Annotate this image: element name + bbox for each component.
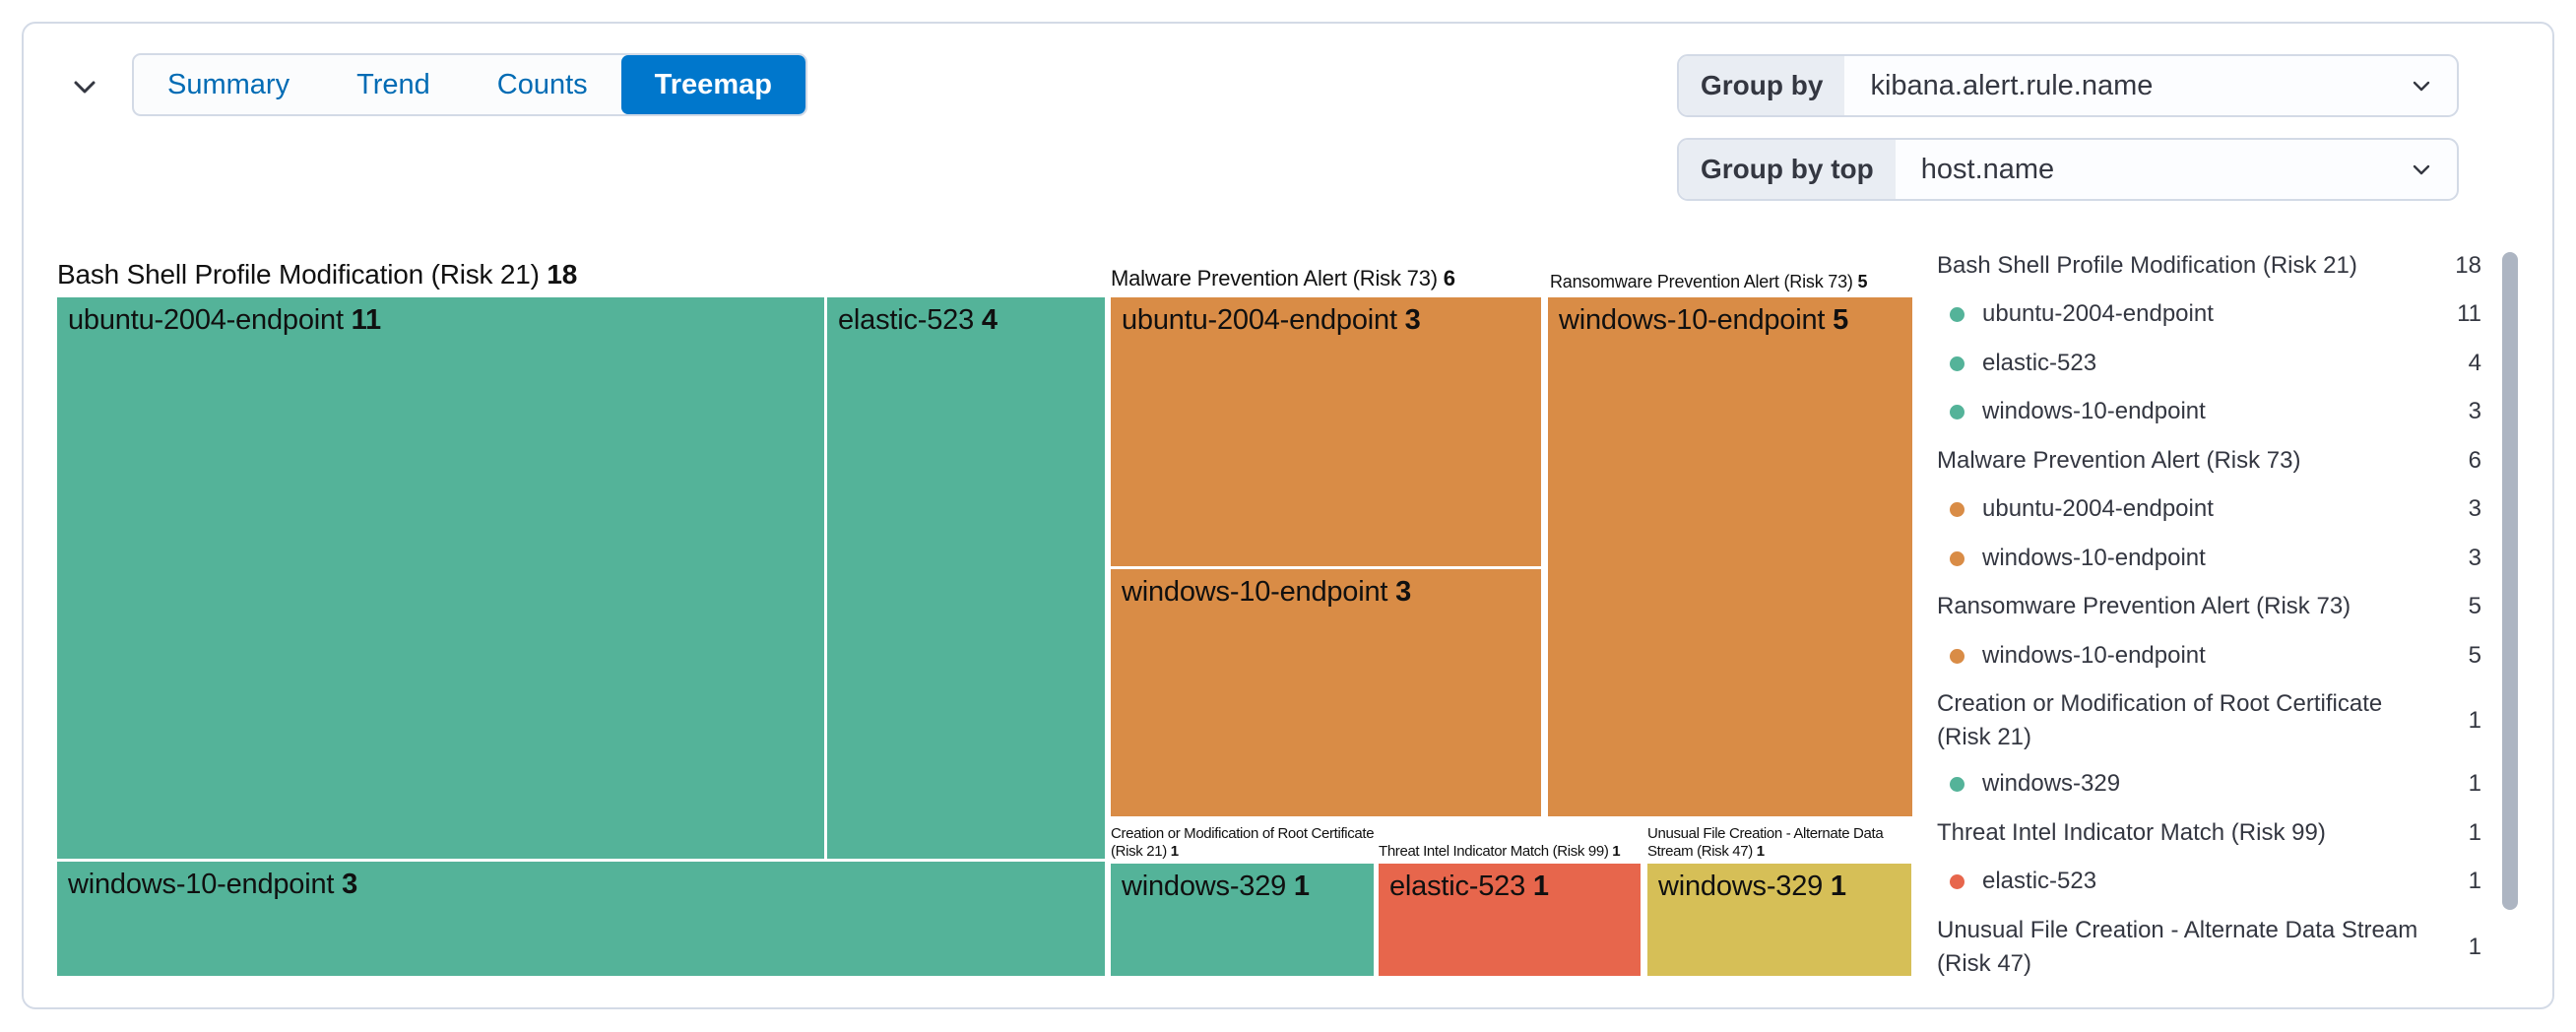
- legend-value: 1: [2468, 707, 2481, 734]
- legend-item: elastic-523 1: [1937, 865, 2481, 898]
- treemap-box[interactable]: windows-10-endpoint 3: [1111, 569, 1541, 816]
- legend-value: 1: [2468, 868, 2481, 894]
- legend-value: 3: [2468, 495, 2481, 522]
- group-by-top-label: Group by top: [1679, 140, 1896, 199]
- tab-counts[interactable]: Counts: [464, 55, 621, 114]
- legend-dot-icon: [1950, 306, 1964, 322]
- legend-group: Creation or Modification of Root Certifi…: [1937, 687, 2481, 754]
- legend-item: windows-10-endpoint 3: [1937, 395, 2481, 428]
- tab-summary[interactable]: Summary: [134, 55, 323, 114]
- treemap-box[interactable]: windows-10-endpoint 5: [1548, 297, 1912, 816]
- legend-dot-icon: [1950, 776, 1964, 792]
- treemap-box[interactable]: windows-329 1: [1111, 864, 1374, 976]
- legend-dot-icon: [1950, 355, 1964, 371]
- legend-value: 11: [2457, 300, 2481, 327]
- treemap-box-label: ubuntu-2004-endpoint 3: [1122, 304, 1421, 336]
- group-by-top-value: host.name: [1920, 153, 2055, 185]
- legend-value: 3: [2468, 545, 2481, 571]
- treemap-group-title: Threat Intel Indicator Match (Risk 99) 1: [1379, 843, 1621, 860]
- legend-value: 5: [2468, 642, 2481, 669]
- legend-label: Unusual File Creation - Alternate Data S…: [1937, 917, 2418, 977]
- treemap-legend: Bash Shell Profile Modification (Risk 21…: [1937, 0, 2481, 1032]
- legend-label: windows-10-endpoint: [1982, 642, 2206, 669]
- legend-group: Ransomware Prevention Alert (Risk 73) 5: [1937, 590, 2481, 623]
- treemap-group-title: Unusual File Creation - Alternate Data S…: [1647, 825, 1884, 860]
- group-by-top-select[interactable]: Group by top host.name: [1677, 138, 2459, 201]
- legend-label: ubuntu-2004-endpoint: [1982, 300, 2214, 327]
- tab-treemap[interactable]: Treemap: [620, 55, 805, 114]
- treemap-box-label: windows-329 1: [1658, 871, 1846, 902]
- legend-value: 18: [2455, 252, 2481, 279]
- treemap-group-title: Creation or Modification of Root Certifi…: [1111, 825, 1375, 860]
- legend-label: Malware Prevention Alert (Risk 73): [1937, 447, 2301, 474]
- legend-value: 5: [2468, 593, 2481, 619]
- legend-scrollbar-thumb[interactable]: [2502, 252, 2518, 910]
- legend-label: windows-10-endpoint: [1982, 545, 2206, 571]
- legend-value: 3: [2468, 398, 2481, 424]
- treemap-box-label: elastic-523 1: [1389, 871, 1549, 902]
- chevron-down-icon: [68, 70, 101, 103]
- legend-value: 1: [2468, 770, 2481, 797]
- treemap-box[interactable]: elastic-523 4: [827, 297, 1105, 859]
- treemap-box[interactable]: windows-10-endpoint 3: [57, 862, 1105, 976]
- legend-value: 6: [2468, 447, 2481, 474]
- legend-group: Threat Intel Indicator Match (Risk 99) 1: [1937, 816, 2481, 850]
- legend-dot-icon: [1950, 404, 1964, 419]
- legend-item: ubuntu-2004-endpoint 3: [1937, 492, 2481, 526]
- treemap-group-title: Malware Prevention Alert (Risk 73) 6: [1111, 266, 1455, 290]
- legend-dot-icon: [1950, 550, 1964, 566]
- treemap-box-label: windows-10-endpoint 3: [68, 869, 358, 900]
- view-tab-group: Summary Trend Counts Treemap: [132, 53, 807, 116]
- treemap-box-label: windows-10-endpoint 3: [1122, 576, 1412, 608]
- chevron-down-icon: [2408, 140, 2457, 199]
- legend-label: elastic-523: [1982, 868, 2097, 894]
- treemap-box-label: windows-329 1: [1122, 871, 1310, 902]
- group-by-label: Group by: [1679, 56, 1845, 115]
- tab-trend[interactable]: Trend: [323, 55, 464, 114]
- legend-group: Bash Shell Profile Modification (Risk 21…: [1937, 249, 2481, 283]
- legend-item: elastic-523 4: [1937, 347, 2481, 380]
- group-by-select[interactable]: Group by kibana.alert.rule.name: [1677, 54, 2459, 117]
- legend-item: windows-329 1: [1937, 767, 2481, 801]
- legend-label: windows-329: [1982, 770, 2121, 797]
- legend-label: elastic-523: [1982, 350, 2097, 376]
- legend-item: ubuntu-2004-endpoint 11: [1937, 297, 2481, 331]
- treemap-box-label: windows-10-endpoint 5: [1559, 304, 1849, 336]
- legend-label: Bash Shell Profile Modification (Risk 21…: [1937, 252, 2357, 279]
- treemap-group-title: Ransomware Prevention Alert (Risk 73) 5: [1550, 272, 1868, 291]
- treemap-box[interactable]: ubuntu-2004-endpoint 3: [1111, 297, 1541, 566]
- legend-label: Threat Intel Indicator Match (Risk 99): [1937, 819, 2326, 846]
- treemap-box[interactable]: ubuntu-2004-endpoint 11: [57, 297, 824, 859]
- treemap-box-label: ubuntu-2004-endpoint 11: [68, 304, 381, 336]
- legend-group: Malware Prevention Alert (Risk 73) 6: [1937, 444, 2481, 478]
- collapse-chevron-button[interactable]: [63, 65, 106, 108]
- legend-label: windows-10-endpoint: [1982, 398, 2206, 424]
- legend-dot-icon: [1950, 501, 1964, 517]
- treemap-box[interactable]: windows-329 1: [1647, 864, 1911, 976]
- treemap-box[interactable]: elastic-523 1: [1379, 864, 1641, 976]
- treemap-box-label: elastic-523 4: [838, 304, 998, 336]
- group-by-value: kibana.alert.rule.name: [1870, 69, 2154, 101]
- legend-label: Ransomware Prevention Alert (Risk 73): [1937, 593, 2351, 619]
- legend-label: Creation or Modification of Root Certifi…: [1937, 690, 2383, 750]
- legend-value: 1: [2468, 819, 2481, 846]
- legend-item: windows-10-endpoint 5: [1937, 639, 2481, 673]
- legend-value: 4: [2468, 350, 2481, 376]
- legend-dot-icon: [1950, 873, 1964, 889]
- legend-label: ubuntu-2004-endpoint: [1982, 495, 2214, 522]
- legend-item: windows-10-endpoint 3: [1937, 542, 2481, 575]
- legend-group: Unusual File Creation - Alternate Data S…: [1937, 914, 2481, 981]
- legend-dot-icon: [1950, 648, 1964, 664]
- legend-value: 1: [2468, 934, 2481, 960]
- chevron-down-icon: [2408, 56, 2457, 115]
- treemap-group-title: Bash Shell Profile Modification (Risk 21…: [57, 259, 578, 290]
